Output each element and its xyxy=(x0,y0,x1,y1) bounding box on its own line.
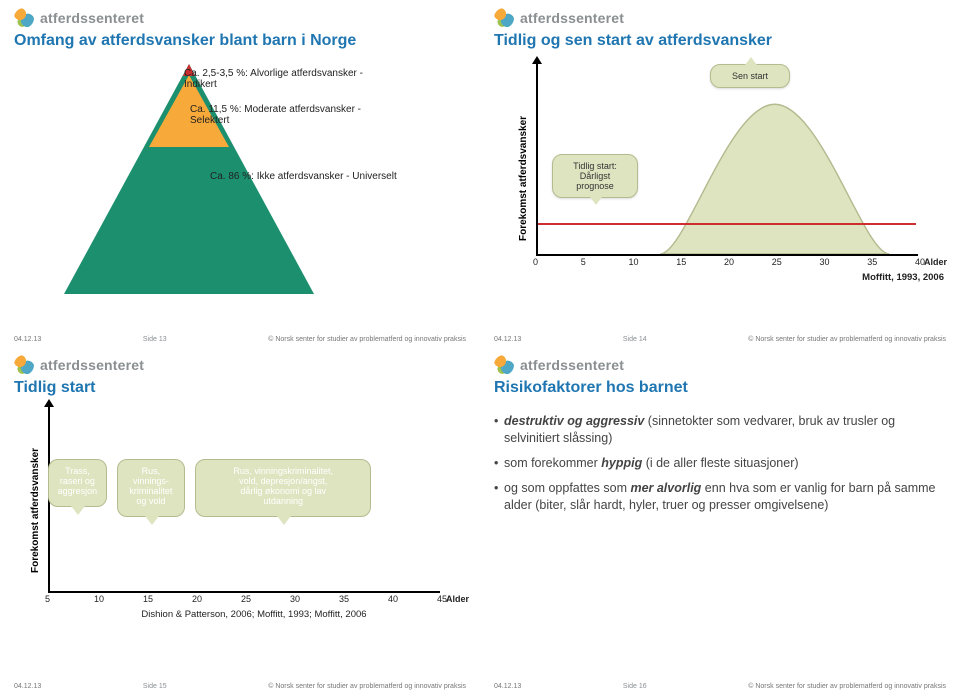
bubble-late-start: Sen start xyxy=(710,64,790,88)
x-tick: 5 xyxy=(45,594,50,604)
footer-side: Side 16 xyxy=(521,683,748,690)
pyramid-label-base: Ca. 86 %: Ikke atferdsvansker - Universe… xyxy=(210,171,420,182)
brand: atferdssenteret xyxy=(494,8,946,28)
logo-text: atferdssenteret xyxy=(520,10,624,26)
slide-14: atferdssenteret Tidlig og sen start av a… xyxy=(480,0,960,347)
footer-copyright: © Norsk senter for studier av problematf… xyxy=(748,336,946,343)
logo-text: atferdssenteret xyxy=(520,357,624,373)
footer-copyright: © Norsk senter for studier av problematf… xyxy=(268,683,466,690)
x-tick: 15 xyxy=(143,594,153,604)
x-axis xyxy=(48,591,440,593)
slide-footer: 04.12.13 Side 16 © Norsk senter for stud… xyxy=(494,683,946,690)
phase-bubble: Rus,vinnings-kriminalitetog vold xyxy=(117,459,186,517)
x-tick: 30 xyxy=(820,257,830,267)
footer-date: 04.12.13 xyxy=(494,336,521,343)
x-tick: 25 xyxy=(772,257,782,267)
phase-bubble: Trass,raseri ogaggresjon xyxy=(48,459,107,507)
pyramid-label-top: Ca. 2,5-3,5 %: Alvorlige atferdsvansker … xyxy=(184,68,394,90)
logo-text: atferdssenteret xyxy=(40,10,144,26)
slide-16: atferdssenteret Risikofaktorer hos barne… xyxy=(480,347,960,694)
y-axis-arrow-icon xyxy=(44,399,54,407)
early-start-line xyxy=(538,223,916,225)
brand: atferdssenteret xyxy=(494,355,946,375)
footer-side: Side 15 xyxy=(41,683,268,690)
slide-footer: 04.12.13 Side 15 © Norsk senter for stud… xyxy=(14,683,466,690)
slide-title: Tidlig og sen start av atferdsvansker xyxy=(494,32,946,50)
x-tick: 15 xyxy=(676,257,686,267)
slide-title: Omfang av atferdsvansker blant barn i No… xyxy=(14,32,466,50)
footer-copyright: © Norsk senter for studier av problematf… xyxy=(268,336,466,343)
slide-footer: 04.12.13 Side 14 © Norsk senter for stud… xyxy=(494,336,946,343)
slide-15: atferdssenteret Tidlig start Forekomst a… xyxy=(0,347,480,694)
footer-date: 04.12.13 xyxy=(14,683,41,690)
x-axis-label: Alder xyxy=(446,594,469,604)
x-tick: 10 xyxy=(629,257,639,267)
chart-attribution: Dishion & Patterson, 2006; Moffitt, 1993… xyxy=(134,609,374,620)
x-axis-label: Alder xyxy=(924,257,947,267)
brand: atferdssenteret xyxy=(14,355,466,375)
footer-copyright: © Norsk senter for studier av problematf… xyxy=(748,683,946,690)
logo-icon xyxy=(494,355,514,375)
pyramid-label-mid: Ca. 11,5 %: Moderate atferdsvansker - Se… xyxy=(190,104,400,126)
logo-icon xyxy=(494,8,514,28)
bullet-item: som forekommer hyppig (i de aller fleste… xyxy=(494,455,946,472)
logo-icon xyxy=(14,355,34,375)
brand: atferdssenteret xyxy=(14,8,466,28)
x-tick: 5 xyxy=(581,257,586,267)
bullet-item: destruktiv og aggressiv (sinnetokter som… xyxy=(494,413,946,447)
slide-footer: 04.12.13 Side 13 © Norsk senter for stud… xyxy=(14,336,466,343)
logo-text: atferdssenteret xyxy=(40,357,144,373)
phase-bubble: Rus, vinningskriminalitet,vold, depresjo… xyxy=(195,459,371,517)
logo-icon xyxy=(14,8,34,28)
slide-13: atferdssenteret Omfang av atferdsvansker… xyxy=(0,0,480,347)
footer-side: Side 14 xyxy=(521,336,748,343)
chart-early-late: Forekomst atferdsvansker Sen start Tidli… xyxy=(524,56,944,296)
pyramid-chart: Ca. 2,5-3,5 %: Alvorlige atferdsvansker … xyxy=(14,56,466,306)
x-tick: 20 xyxy=(724,257,734,267)
x-tick: 35 xyxy=(339,594,349,604)
y-axis-label: Forekomst atferdsvansker xyxy=(30,448,41,573)
slide-title: Tidlig start xyxy=(14,379,466,397)
x-tick: 40 xyxy=(388,594,398,604)
chart-attribution: Moffitt, 1993, 2006 xyxy=(774,272,944,283)
bullet-list: destruktiv og aggressiv (sinnetokter som… xyxy=(494,413,946,513)
bubble-early-start: Tidlig start: Dårligst prognose xyxy=(552,154,638,198)
footer-side: Side 13 xyxy=(41,336,268,343)
chart-early-phases: Forekomst atferdsvansker Trass,raseri og… xyxy=(38,401,468,621)
footer-date: 04.12.13 xyxy=(14,336,41,343)
x-tick: 10 xyxy=(94,594,104,604)
y-axis-label: Forekomst atferdsvansker xyxy=(518,116,529,241)
x-tick: 25 xyxy=(241,594,251,604)
x-tick: 30 xyxy=(290,594,300,604)
x-axis xyxy=(536,254,918,256)
x-tick: 20 xyxy=(192,594,202,604)
footer-date: 04.12.13 xyxy=(494,683,521,690)
x-tick: 0 xyxy=(533,257,538,267)
x-tick: 35 xyxy=(867,257,877,267)
slide-title: Risikofaktorer hos barnet xyxy=(494,379,946,397)
bullet-item: og som oppfattes som mer alvorlig enn hv… xyxy=(494,480,946,514)
